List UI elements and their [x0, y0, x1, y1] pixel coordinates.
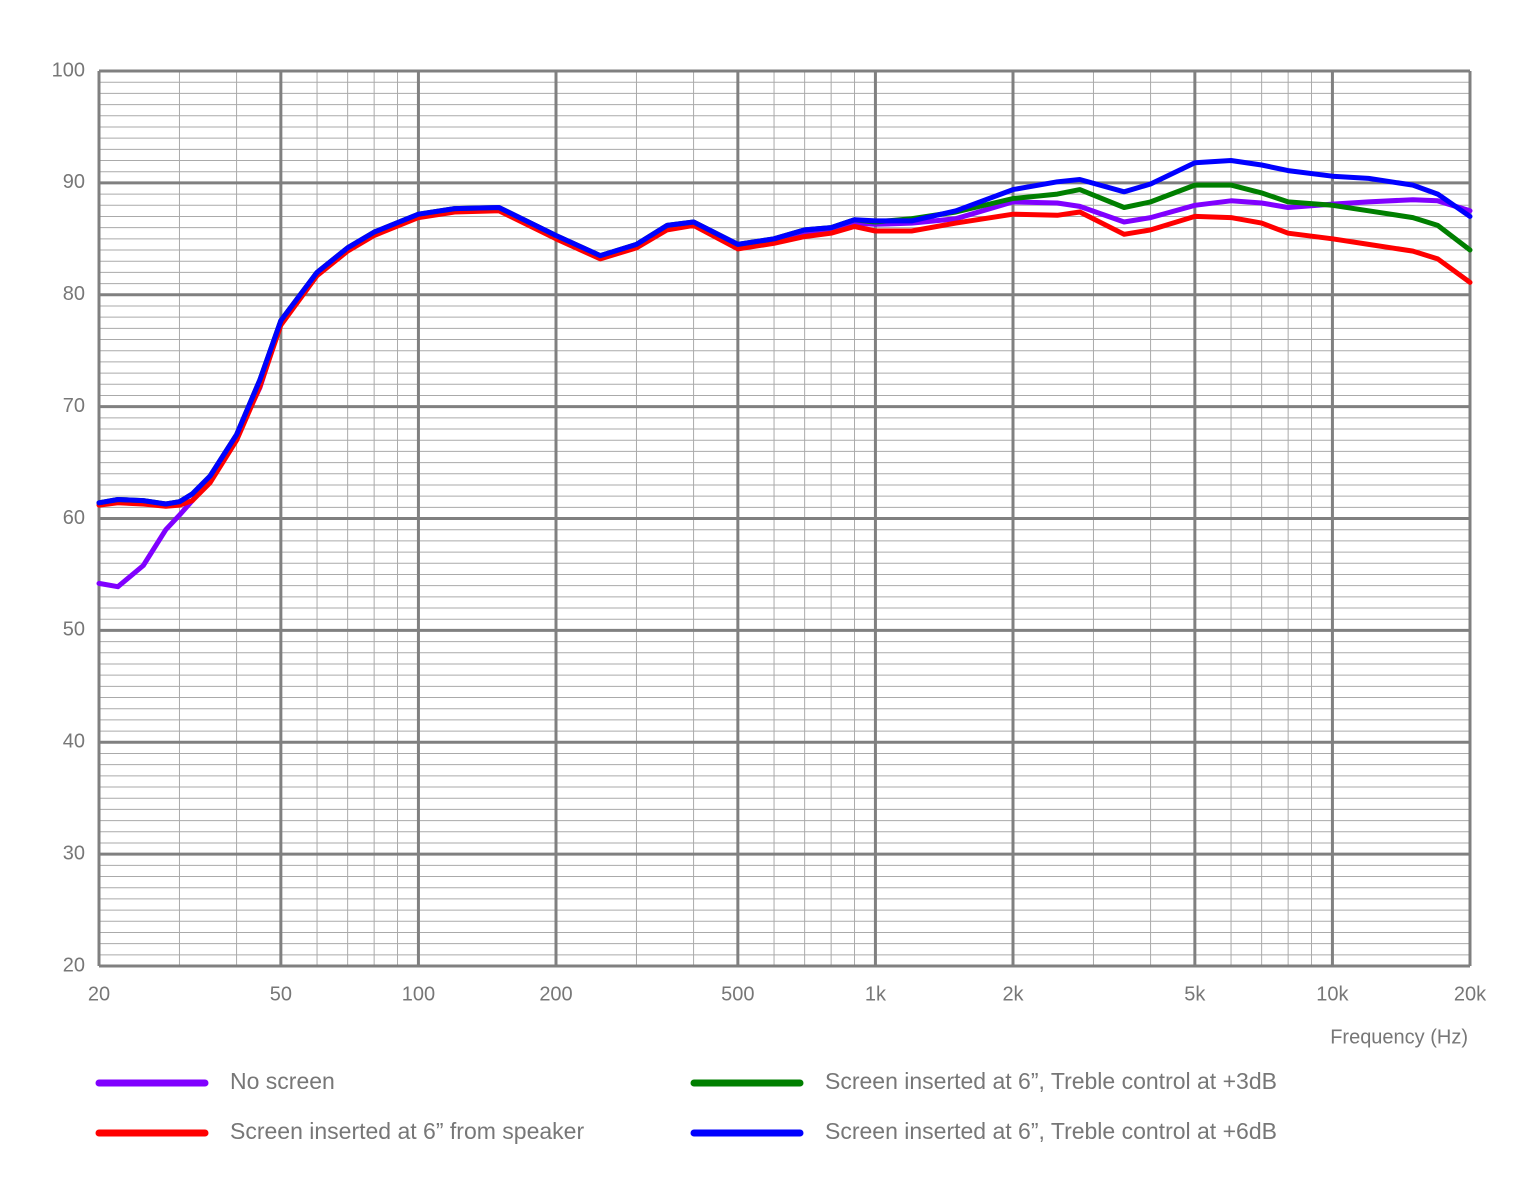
y-tick-label: 30 — [63, 842, 85, 864]
y-tick-label: 100 — [52, 59, 85, 81]
y-tick-label: 50 — [63, 619, 85, 641]
x-tick-label: 500 — [721, 983, 754, 1005]
series-line — [96, 208, 1473, 509]
y-tick-label: 20 — [63, 954, 85, 976]
y-tick-label: 90 — [63, 171, 85, 193]
legend-label: No screen — [230, 1068, 335, 1094]
series-line — [96, 182, 1473, 507]
y-tick-label: 60 — [63, 507, 85, 529]
y-tick-label: 80 — [63, 283, 85, 305]
x-tick-label: 2k — [1002, 983, 1024, 1005]
x-tick-label: 10k — [1316, 983, 1349, 1005]
x-tick-label: 20 — [88, 983, 110, 1005]
y-tick-label: 70 — [63, 395, 85, 417]
x-axis-label: Frequency (Hz) — [1330, 1026, 1468, 1048]
legend-label: Screen inserted at 6”, Treble control at… — [825, 1068, 1277, 1094]
series-line — [96, 197, 1473, 590]
x-tick-label: 100 — [402, 983, 435, 1005]
series-line — [96, 158, 1473, 507]
legend-label: Screen inserted at 6”, Treble control at… — [825, 1118, 1277, 1144]
x-tick-label: 200 — [539, 983, 572, 1005]
x-tick-label: 1k — [865, 983, 887, 1005]
x-tick-label: 20k — [1454, 983, 1487, 1005]
x-tick-label: 50 — [270, 983, 292, 1005]
x-tick-label: 5k — [1184, 983, 1206, 1005]
y-tick-label: 40 — [63, 731, 85, 753]
legend-label: Screen inserted at 6” from speaker — [230, 1118, 584, 1144]
